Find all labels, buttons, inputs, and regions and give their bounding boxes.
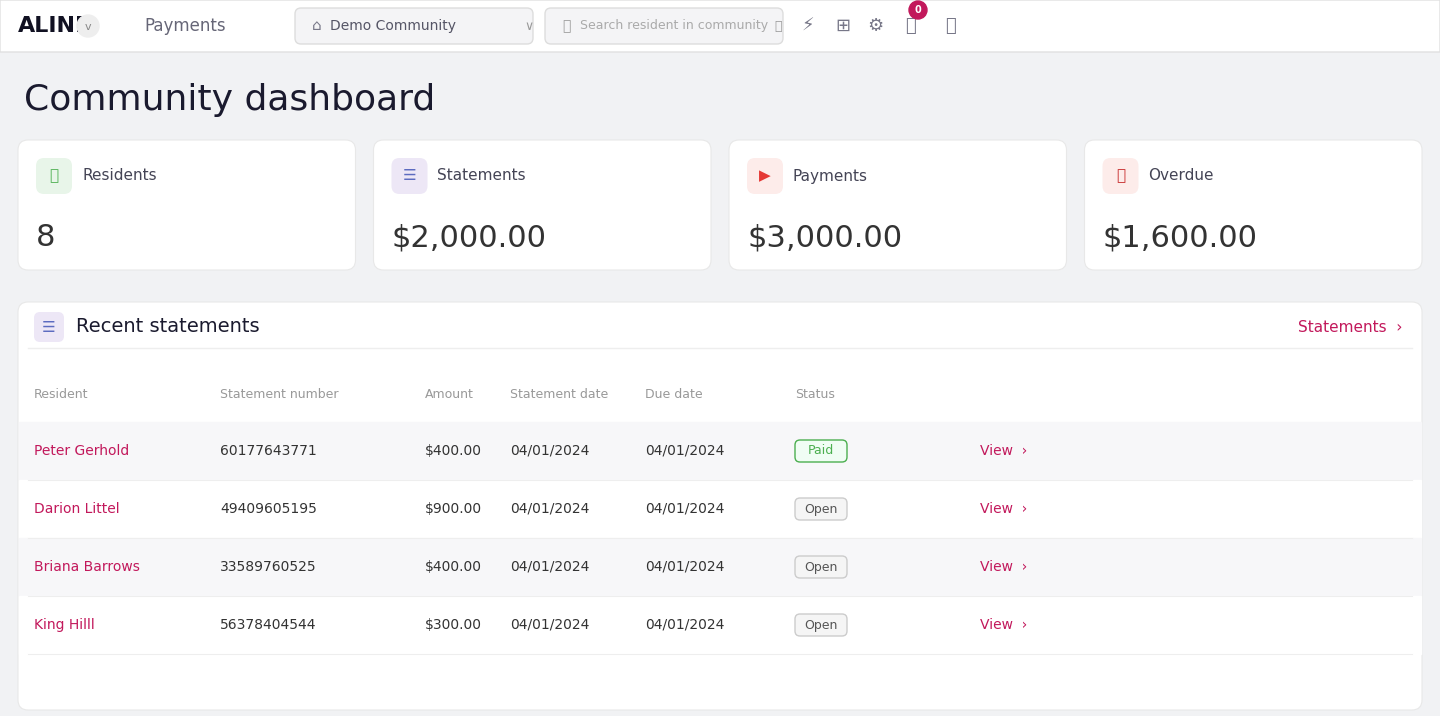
Text: 🔍: 🔍 [775, 19, 782, 32]
Text: ⌂: ⌂ [312, 19, 321, 34]
Text: $2,000.00: $2,000.00 [392, 223, 547, 253]
Text: Community dashboard: Community dashboard [24, 83, 435, 117]
Bar [19, 422, 1421, 480]
Text: Residents: Residents [82, 168, 157, 183]
Text: Darion Littel: Darion Littel [35, 502, 120, 516]
Text: Resident: Resident [35, 389, 88, 402]
Text: ⊞: ⊞ [835, 17, 851, 35]
FancyBboxPatch shape [795, 440, 847, 462]
FancyBboxPatch shape [295, 8, 533, 44]
Text: Status: Status [795, 389, 835, 402]
Text: Recent statements: Recent statements [76, 317, 259, 337]
Text: Statement date: Statement date [510, 389, 608, 402]
Text: ⚙: ⚙ [867, 17, 883, 35]
FancyBboxPatch shape [36, 158, 72, 194]
Text: Statements  ›: Statements › [1297, 319, 1403, 334]
Text: Open: Open [805, 561, 838, 574]
Text: 49409605195: 49409605195 [220, 502, 317, 516]
Text: 👤: 👤 [945, 17, 955, 35]
Text: $300.00: $300.00 [425, 618, 482, 632]
Text: v: v [85, 22, 91, 32]
Text: $1,600.00: $1,600.00 [1103, 223, 1257, 253]
Text: Overdue: Overdue [1149, 168, 1214, 183]
Text: Payments: Payments [793, 168, 868, 183]
Text: ▶: ▶ [759, 168, 770, 183]
Text: ⚡: ⚡ [802, 17, 814, 35]
Text: ALINE: ALINE [17, 16, 91, 36]
Text: View  ›: View › [981, 502, 1027, 516]
Circle shape [909, 1, 927, 19]
Bar [19, 596, 1421, 654]
Text: Paid: Paid [808, 445, 834, 458]
Text: ☰: ☰ [42, 319, 56, 334]
Text: 04/01/2024: 04/01/2024 [510, 560, 589, 574]
Text: Statement number: Statement number [220, 389, 338, 402]
Text: ⧉: ⧉ [562, 19, 570, 33]
Text: 04/01/2024: 04/01/2024 [510, 444, 589, 458]
Text: 04/01/2024: 04/01/2024 [645, 618, 724, 632]
Text: View  ›: View › [981, 444, 1027, 458]
FancyBboxPatch shape [747, 158, 783, 194]
FancyBboxPatch shape [1103, 158, 1139, 194]
Text: Due date: Due date [645, 389, 703, 402]
Text: 04/01/2024: 04/01/2024 [645, 444, 724, 458]
FancyBboxPatch shape [795, 614, 847, 636]
Text: Open: Open [805, 503, 838, 516]
Text: $900.00: $900.00 [425, 502, 482, 516]
FancyBboxPatch shape [795, 498, 847, 520]
Text: View  ›: View › [981, 560, 1027, 574]
FancyBboxPatch shape [17, 140, 356, 270]
Text: 04/01/2024: 04/01/2024 [645, 502, 724, 516]
Text: Demo Community: Demo Community [330, 19, 456, 33]
Text: 04/01/2024: 04/01/2024 [510, 502, 589, 516]
Text: ❗: ❗ [1116, 168, 1125, 183]
Text: 👥: 👥 [49, 168, 59, 183]
FancyBboxPatch shape [35, 312, 63, 342]
Text: Payments: Payments [144, 17, 226, 35]
Bar [19, 480, 1421, 538]
Text: $400.00: $400.00 [425, 560, 482, 574]
Circle shape [76, 15, 99, 37]
Text: ☰: ☰ [403, 168, 416, 183]
FancyBboxPatch shape [544, 8, 783, 44]
FancyBboxPatch shape [373, 140, 711, 270]
FancyBboxPatch shape [17, 302, 1423, 710]
Text: 🔔: 🔔 [904, 17, 916, 35]
Text: Briana Barrows: Briana Barrows [35, 560, 140, 574]
Text: Open: Open [805, 619, 838, 632]
FancyBboxPatch shape [0, 0, 1440, 52]
FancyBboxPatch shape [392, 158, 428, 194]
FancyBboxPatch shape [1084, 140, 1423, 270]
Text: Peter Gerhold: Peter Gerhold [35, 444, 130, 458]
Text: 60177643771: 60177643771 [220, 444, 317, 458]
Text: 56378404544: 56378404544 [220, 618, 317, 632]
Text: King Hilll: King Hilll [35, 618, 95, 632]
Text: Search resident in community: Search resident in community [580, 19, 768, 32]
Text: View  ›: View › [981, 618, 1027, 632]
Text: Amount: Amount [425, 389, 474, 402]
Text: 0: 0 [914, 5, 922, 15]
FancyBboxPatch shape [729, 140, 1067, 270]
Bar [19, 538, 1421, 596]
Text: ∨: ∨ [524, 19, 533, 32]
Text: 04/01/2024: 04/01/2024 [645, 560, 724, 574]
Text: Statements: Statements [438, 168, 526, 183]
Text: 8: 8 [36, 223, 56, 253]
Text: $3,000.00: $3,000.00 [747, 223, 901, 253]
FancyBboxPatch shape [795, 556, 847, 578]
Text: 33589760525: 33589760525 [220, 560, 317, 574]
Text: $400.00: $400.00 [425, 444, 482, 458]
Text: 04/01/2024: 04/01/2024 [510, 618, 589, 632]
